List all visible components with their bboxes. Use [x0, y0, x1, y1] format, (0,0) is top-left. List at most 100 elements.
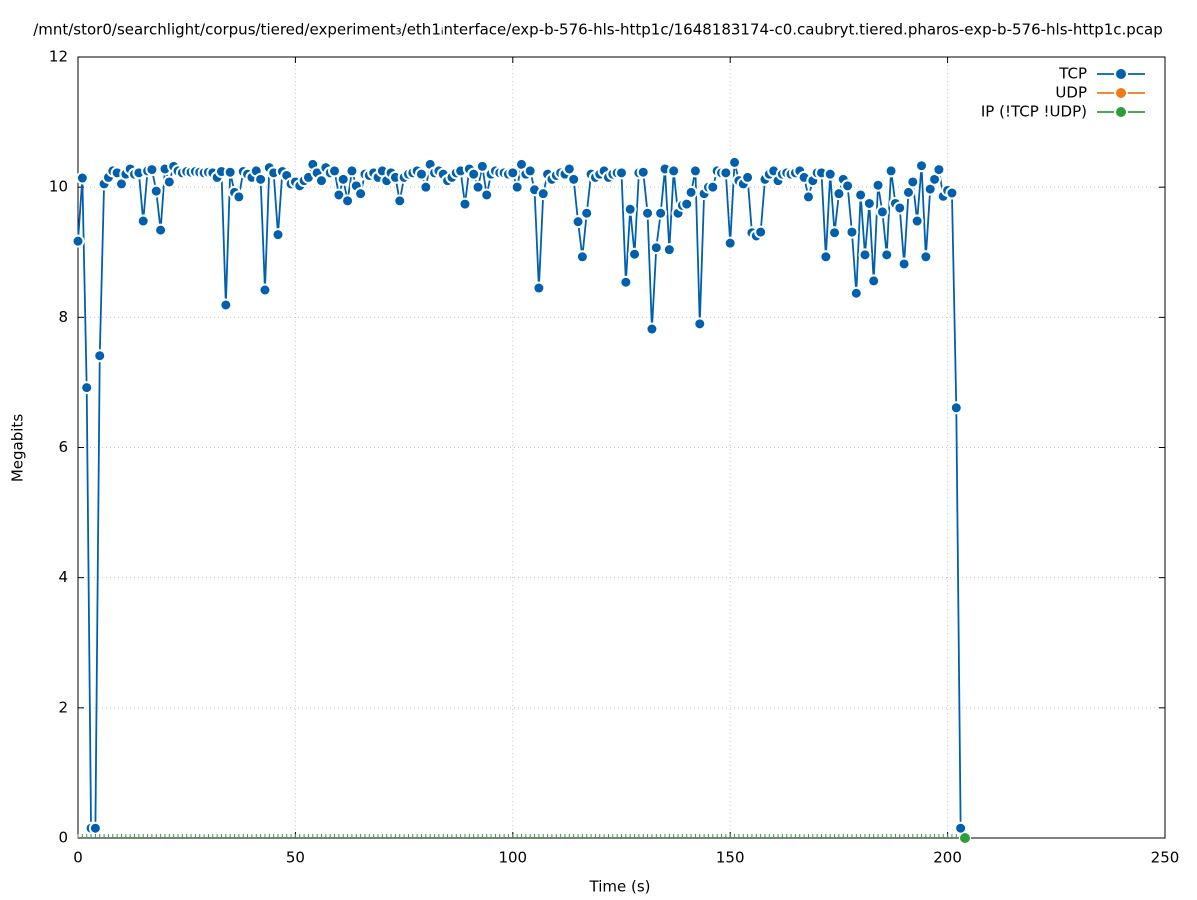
chart-title: /mnt/stor0/searchlight/corpus/tiered/exp…: [33, 21, 1163, 39]
y-tick-label: 12: [49, 48, 68, 66]
data-point: [958, 832, 971, 844]
data-point: [893, 201, 907, 215]
data-point: [536, 187, 550, 201]
data-point: [880, 248, 894, 262]
data-point: [271, 228, 285, 242]
data-point: [258, 283, 272, 297]
legend-swatch: [1114, 105, 1128, 119]
data-point: [219, 298, 233, 312]
data-point: [162, 175, 176, 189]
y-tick-label: 4: [58, 568, 68, 586]
data-point: [954, 821, 968, 835]
data-point: [567, 172, 581, 186]
data-point: [662, 243, 676, 257]
data-point: [723, 236, 737, 250]
data-point: [636, 165, 650, 179]
data-point: [741, 170, 755, 184]
data-point: [414, 167, 428, 181]
data-point: [458, 197, 472, 211]
x-tick-label: 200: [933, 849, 962, 867]
data-point: [341, 194, 355, 208]
data-point: [945, 186, 959, 200]
x-tick-label: 50: [286, 849, 305, 867]
data-point: [580, 206, 594, 220]
data-point: [575, 250, 589, 264]
x-tick-label: 0: [73, 849, 83, 867]
data-point: [801, 190, 815, 204]
y-tick-label: 0: [58, 829, 68, 847]
data-point: [145, 163, 159, 177]
data-point: [684, 185, 698, 199]
series: [72, 155, 968, 835]
data-point: [332, 188, 346, 202]
data-point: [875, 205, 889, 219]
data-point: [910, 214, 924, 228]
data-point: [688, 164, 702, 178]
data-point: [645, 322, 659, 336]
data-point: [919, 250, 933, 264]
data-point: [641, 206, 655, 220]
legend-swatch: [1114, 86, 1128, 100]
data-point: [571, 215, 585, 229]
data-point: [354, 187, 368, 201]
y-tick-label: 10: [49, 178, 68, 196]
data-point: [336, 172, 350, 186]
y-axis-label: Megabits: [9, 414, 27, 482]
data-point: [475, 159, 489, 173]
data-point: [667, 164, 681, 178]
data-point: [884, 164, 898, 178]
y-tick-label: 2: [58, 698, 68, 716]
data-point: [858, 248, 872, 262]
data-point: [72, 234, 85, 248]
data-point: [154, 223, 168, 237]
x-axis-label: Time (s): [589, 878, 651, 896]
data-point: [862, 196, 876, 210]
data-point: [867, 274, 881, 288]
data-point: [223, 165, 237, 179]
data-point: [628, 247, 642, 261]
data-point: [149, 184, 163, 198]
data-point: [345, 164, 359, 178]
data-point: [841, 179, 855, 193]
data-point: [654, 206, 668, 220]
data-point: [623, 202, 637, 216]
data-point: [254, 172, 268, 186]
data-point: [915, 159, 929, 173]
data-point: [832, 187, 846, 201]
data-point: [93, 349, 107, 363]
x-tick-label: 150: [716, 849, 745, 867]
series: [77, 832, 971, 844]
y-tick-label: 6: [58, 438, 68, 456]
data-point: [693, 317, 707, 331]
y-tick-label: 8: [58, 308, 68, 326]
data-point: [75, 171, 89, 185]
data-point: [871, 178, 885, 192]
x-tick-label: 100: [498, 849, 527, 867]
data-point: [845, 225, 859, 239]
data-point: [849, 286, 863, 300]
data-point: [510, 180, 524, 194]
legend-swatch: [1114, 67, 1128, 81]
legend-label: TCP: [1058, 65, 1087, 83]
data-point: [719, 166, 733, 180]
data-point: [823, 167, 837, 181]
data-point: [562, 162, 576, 176]
data-point: [314, 174, 328, 188]
data-point: [706, 180, 720, 194]
data-point: [393, 194, 407, 208]
data-point: [615, 166, 628, 180]
data-point: [328, 164, 342, 178]
data-point: [232, 190, 246, 204]
data-point: [480, 188, 494, 202]
legend-label: UDP: [1055, 84, 1087, 102]
data-point: [523, 164, 537, 178]
data-point: [649, 241, 663, 255]
data-point: [901, 185, 915, 199]
data-point: [949, 401, 963, 415]
data-point: [619, 275, 633, 289]
data-point: [80, 381, 94, 395]
data-point: [471, 180, 485, 194]
data-point: [532, 281, 546, 295]
data-point: [88, 821, 102, 835]
